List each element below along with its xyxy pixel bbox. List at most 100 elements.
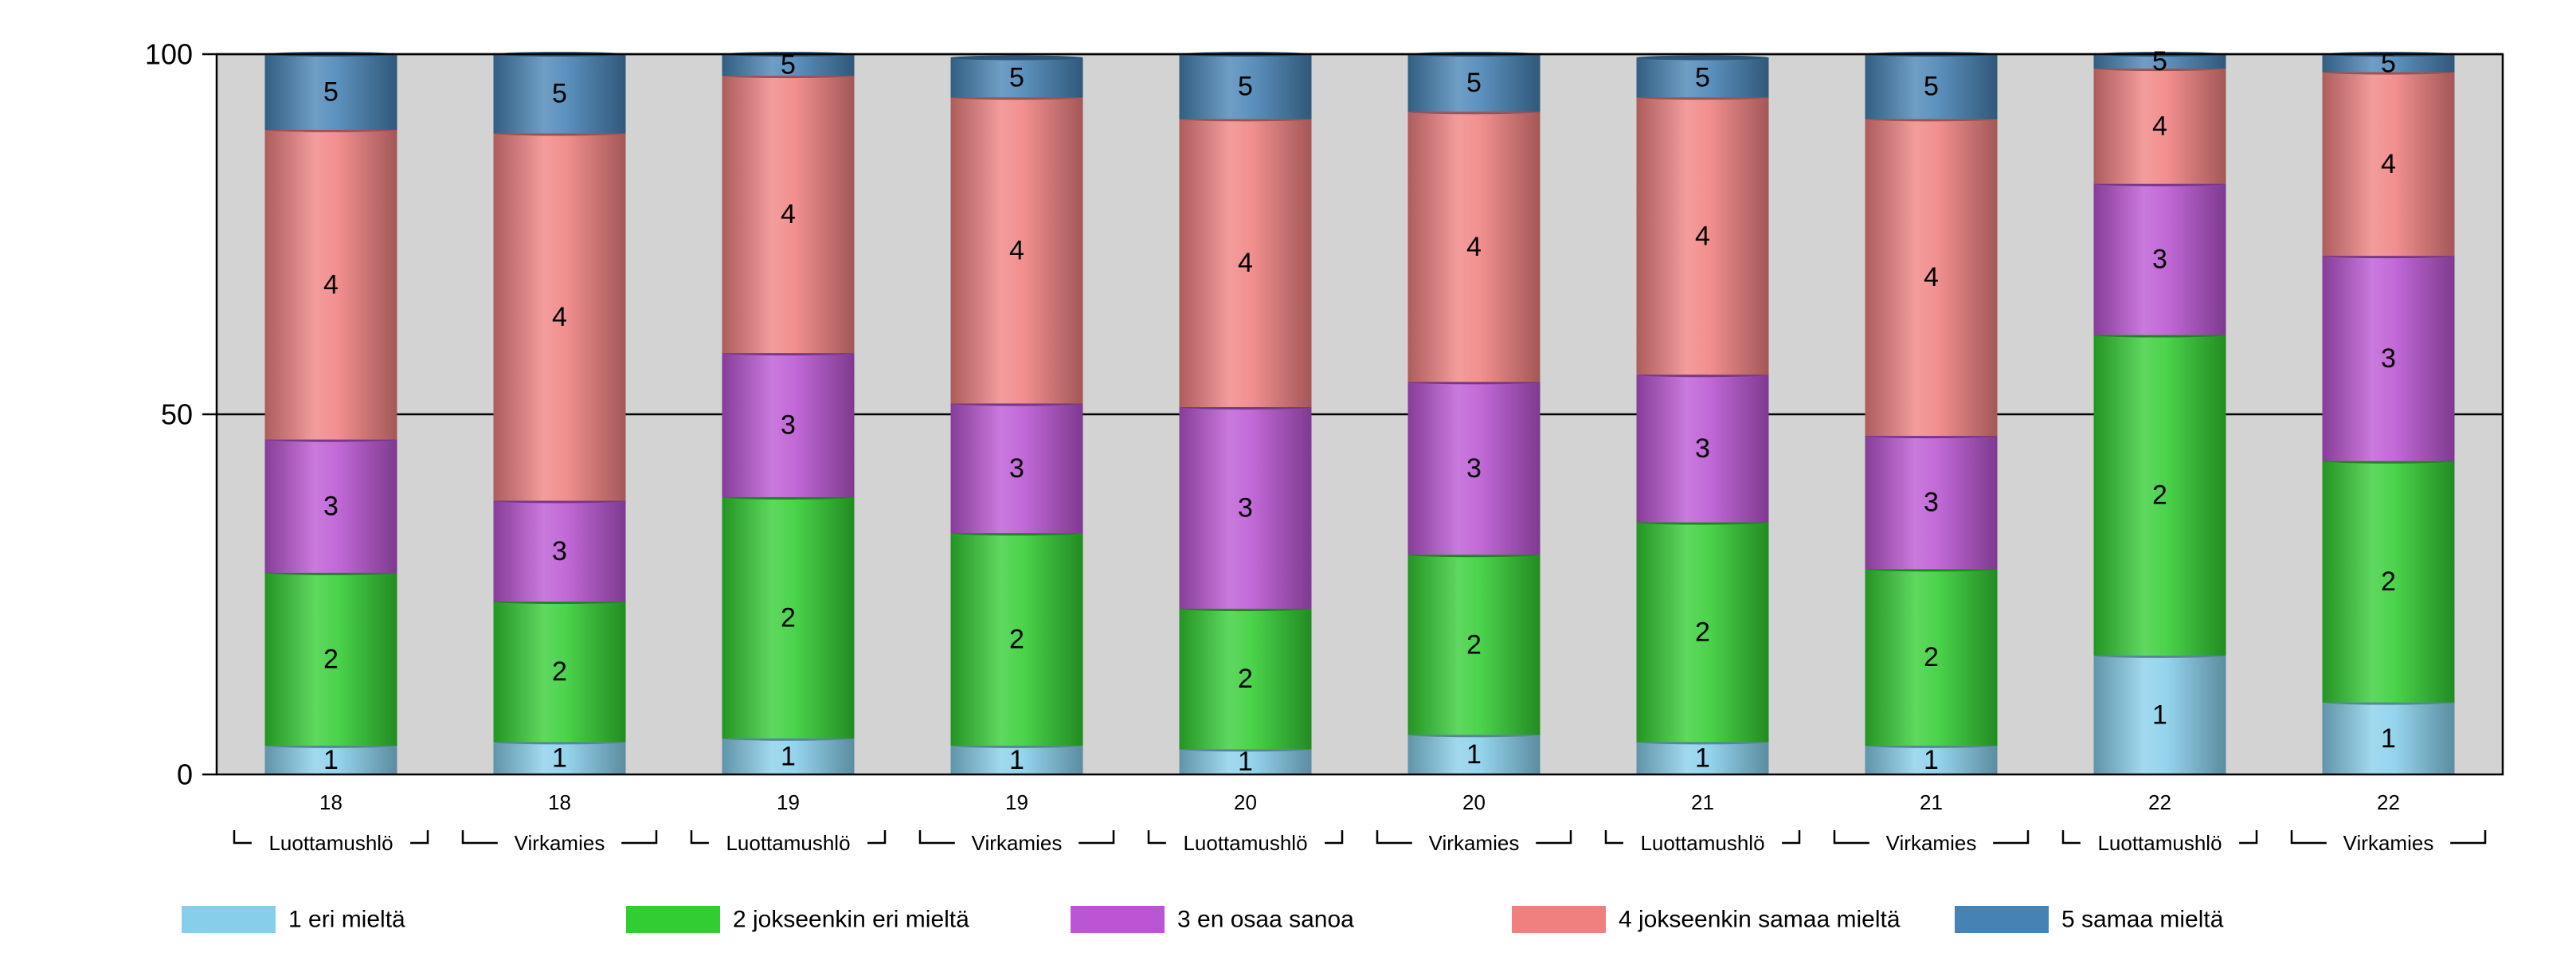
segment-label: 3	[781, 410, 796, 441]
bar-segment	[950, 745, 1083, 774]
segment-label: 5	[1009, 62, 1024, 92]
bar-segment	[493, 133, 626, 501]
bar-segment	[2093, 655, 2226, 774]
segment-label: 1	[2381, 723, 2396, 754]
group-label: Virkamies	[1886, 831, 1977, 855]
bar-segment	[950, 533, 1083, 746]
bar-segment	[722, 353, 855, 497]
bar-segment-rim	[950, 55, 1083, 61]
segment-label: 5	[2152, 46, 2167, 76]
segment-label: 1	[1924, 745, 1939, 775]
bar-segment	[722, 738, 855, 774]
segment-label: 1	[1466, 739, 1482, 770]
segment-label: 4	[2152, 111, 2167, 141]
segment-label: 5	[1466, 68, 1482, 98]
bar-segment	[1636, 522, 1769, 743]
segment-label: 3	[2381, 343, 2396, 374]
segment-label: 4	[1009, 235, 1024, 265]
segment-label: 2	[1695, 617, 1710, 647]
segment-label: 4	[323, 269, 339, 300]
group-bracket	[1376, 830, 1572, 845]
segment-label: 2	[781, 602, 796, 633]
segment-label: 2	[1924, 642, 1939, 672]
group-label: Virkamies	[972, 831, 1063, 855]
bar-segment	[1636, 57, 1769, 98]
bar-segment	[1636, 742, 1769, 774]
x-tick-label: 22	[2377, 790, 2400, 814]
segment-label: 5	[2381, 48, 2396, 78]
legend-swatch	[626, 906, 720, 933]
bar-segment	[2093, 54, 2226, 69]
segment-label: 3	[1009, 453, 1024, 484]
bar-segment	[950, 57, 1083, 98]
group-bracket	[461, 830, 658, 845]
segment-label: 3	[1466, 453, 1482, 484]
bar-segment	[722, 76, 855, 354]
x-tick-label: 21	[1920, 790, 1943, 814]
legend-label: 1 eri mieltä	[288, 907, 405, 933]
bar-segment	[264, 439, 397, 573]
legend-label: 4 jokseenkin samaa mieltä	[1619, 907, 1901, 933]
bar-segment	[950, 97, 1083, 404]
segment-label: 1	[2152, 700, 2167, 730]
segment-label: 2	[552, 657, 567, 687]
group-bracket	[2290, 830, 2487, 845]
bar-segment	[722, 54, 855, 76]
x-tick-label: 22	[2148, 790, 2171, 814]
bar-segment	[493, 602, 626, 743]
bar-segment	[1636, 374, 1769, 523]
bar-segment	[1636, 97, 1769, 375]
x-tick-label: 19	[777, 790, 800, 814]
group-bracket	[1604, 830, 1801, 845]
bar-segment	[1407, 112, 1541, 382]
segment-label: 5	[323, 76, 339, 107]
group-bracket	[2061, 830, 2258, 845]
bar-segment	[1865, 436, 1998, 570]
bar-segment	[1179, 406, 1312, 610]
bar-segment	[493, 500, 626, 602]
bar-segment	[1865, 54, 1998, 120]
segment-label: 4	[1466, 232, 1482, 262]
group-label: Luottamushlö	[1183, 831, 1307, 855]
legend-swatch	[1071, 906, 1165, 933]
x-tick-label: 20	[1234, 790, 1257, 814]
group-label: Luottamushlö	[726, 831, 850, 855]
group-bracket	[1147, 830, 1344, 845]
legend-label: 2 jokseenkin eri mieltä	[733, 907, 969, 933]
y-tick-label: 100	[145, 38, 193, 71]
bar-segment	[1179, 609, 1312, 750]
bar-segment	[1407, 555, 1541, 735]
segment-label: 4	[2381, 149, 2396, 179]
bar-segment	[1407, 54, 1541, 112]
bar-segment	[1865, 745, 1998, 774]
segment-label: 1	[1238, 747, 1253, 777]
x-tick-label: 18	[548, 790, 571, 814]
group-label: Virkamies	[2343, 831, 2434, 855]
group-label: Luottamushlö	[268, 831, 393, 855]
group-bracket	[233, 830, 429, 845]
segment-label: 2	[323, 644, 339, 674]
bar-segment	[1179, 749, 1312, 774]
bar-segment	[2093, 183, 2226, 335]
bar-segment	[2093, 69, 2226, 184]
bar-segment-rim	[1636, 55, 1769, 61]
segment-label: 4	[1695, 221, 1710, 251]
segment-label: 4	[1238, 248, 1253, 278]
segment-label: 2	[1009, 625, 1024, 655]
bar-segment	[1865, 569, 1998, 746]
bar-segment	[264, 745, 397, 774]
y-tick-label: 50	[161, 398, 193, 431]
segment-label: 1	[1695, 743, 1710, 774]
legend-label: 3 en osaa sanoa	[1177, 907, 1354, 933]
bar-segment	[1407, 735, 1541, 774]
bar-segment	[2322, 72, 2455, 257]
segment-label: 4	[781, 199, 796, 229]
bar-segment	[1179, 54, 1312, 120]
bar-segment	[1179, 119, 1312, 407]
x-tick-label: 20	[1462, 790, 1486, 814]
bar-segment	[264, 129, 397, 440]
y-tick-label: 0	[177, 759, 193, 791]
segment-label: 2	[1466, 629, 1482, 660]
group-label: Virkamies	[515, 831, 605, 855]
